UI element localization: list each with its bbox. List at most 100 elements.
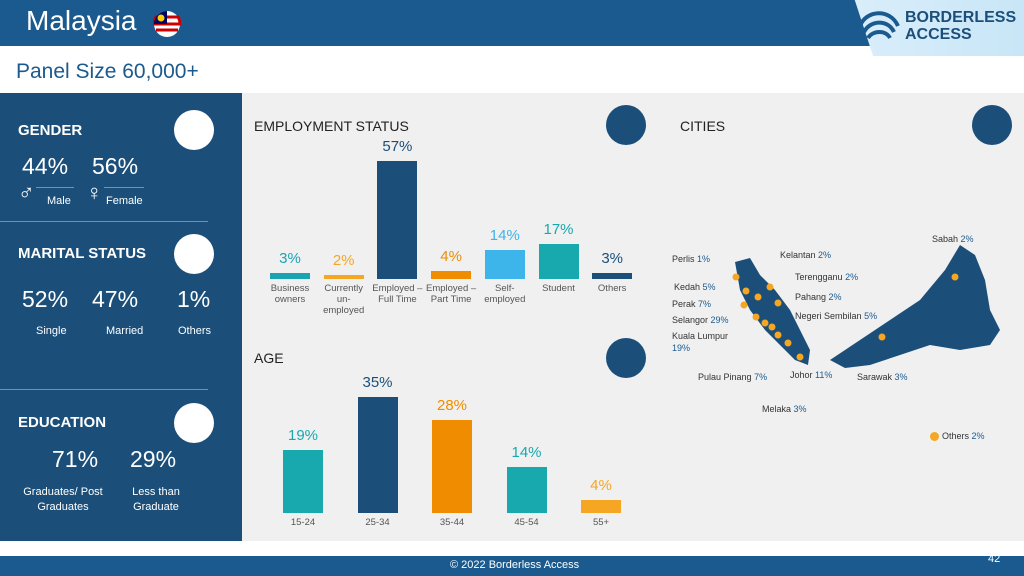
value-label: 3% (601, 249, 624, 267)
city-name: Perak (672, 299, 696, 309)
city-name: Others (942, 431, 970, 441)
stat-label: Graduates/ Post Graduates (23, 486, 103, 513)
icon (174, 234, 214, 274)
divider (0, 389, 208, 390)
bar (377, 161, 418, 279)
city-share: 5% (702, 282, 716, 292)
icon (972, 105, 1012, 145)
bar (592, 272, 633, 279)
city-share: 7% (754, 372, 768, 382)
female-symbol: ♀ (86, 180, 103, 205)
value-label: 57% (382, 138, 413, 155)
bar (484, 250, 525, 279)
city-name: Selangor (672, 315, 709, 325)
city-name: Pulau Pinang (698, 372, 752, 382)
stat: 52% (22, 286, 69, 312)
city-label: Kelantan 2% (780, 250, 831, 260)
category-label: Employed – Part Time (426, 283, 477, 305)
category-label: 45-54 (514, 517, 539, 528)
value-label: 2% (332, 251, 355, 269)
city-name: Perlis (672, 254, 695, 264)
value-label: 4% (440, 247, 462, 265)
map (732, 245, 1000, 368)
city-share: 2% (818, 250, 832, 260)
value-label: 14% (489, 227, 520, 245)
category-label: 55+ (592, 517, 610, 528)
city-label: Kedah 5% (674, 282, 716, 292)
city-name: Kedah (674, 282, 701, 292)
bar (270, 272, 310, 279)
value-label: 19% (287, 427, 319, 445)
city-name: Sabah (932, 234, 959, 244)
page-title: Malaysia (26, 5, 137, 36)
city-share: 3% (894, 372, 908, 382)
city-share: 11% (815, 370, 833, 380)
stat: 71% (52, 446, 99, 472)
city-label: Sabah 2% (932, 234, 974, 244)
category-label: 15-24 (290, 517, 316, 528)
bar (323, 274, 364, 279)
category-label: 25-34 (365, 517, 390, 528)
stat-label: Male (47, 195, 71, 207)
bar (506, 466, 547, 513)
stat: 56% (92, 153, 139, 179)
logo-text: BORDERLESS ACCESS (905, 9, 1017, 43)
chart-title: CITIES (680, 118, 726, 134)
city-label: Johor 11% (790, 370, 832, 380)
bar (581, 499, 621, 513)
city-label: Others 2% (942, 431, 985, 441)
chart-title: EMPLOYMENT STATUS (254, 118, 409, 134)
stat: 47% (92, 286, 139, 312)
stat-label: Less than Graduate (132, 486, 180, 513)
city-share: 19% (672, 343, 691, 353)
city-share: 3% (793, 404, 807, 414)
value-label: 17% (543, 220, 574, 238)
male-symbol: ♂ (18, 180, 35, 205)
value-label: 4% (590, 476, 612, 494)
city-label: Terengganu 2% (795, 272, 858, 282)
flag (153, 11, 181, 37)
stat-label: Others (178, 325, 212, 337)
city-share: 5% (864, 311, 878, 321)
bar (538, 243, 579, 279)
category-label: Student (542, 283, 575, 294)
footer-bar (0, 556, 1024, 576)
city-share: 7% (698, 299, 712, 309)
divider (36, 187, 74, 188)
divider (0, 221, 208, 222)
city-label: Perlis 1% (672, 254, 710, 264)
city-name: Pahang (795, 292, 827, 302)
city-name: Sarawak (857, 372, 893, 382)
city-label: Selangor 29% (672, 315, 729, 325)
city-share: 1% (697, 254, 711, 264)
city-name: Johor (790, 370, 813, 380)
stat-label: Female (106, 195, 143, 207)
bar (432, 420, 472, 513)
bar (283, 450, 323, 513)
stat-label: Single (36, 325, 67, 337)
logo-mark (858, 11, 900, 40)
city-name: Kelantan (780, 250, 816, 260)
icon (174, 110, 214, 150)
section-title: EDUCATION (18, 414, 107, 431)
value-label: 28% (436, 397, 468, 415)
city-label: Pahang 2% (795, 292, 842, 302)
city-label: Melaka 3% (762, 404, 807, 414)
page-number: 42 (988, 553, 1001, 565)
stat: 44% (22, 153, 69, 179)
city-name: Terengganu (795, 272, 843, 282)
stat: 29% (130, 446, 177, 472)
icon (606, 338, 646, 378)
value-label: 3% (279, 249, 301, 267)
stat-label: Married (106, 325, 144, 337)
copyright: © 2022 Borderless Access (450, 559, 580, 571)
icon (606, 105, 646, 145)
logo-bg (854, 0, 1024, 56)
city-name: Melaka (762, 404, 792, 414)
city-label: Perak 7% (672, 299, 711, 309)
city-name: Kuala Lumpur (672, 331, 729, 341)
bar (431, 270, 472, 279)
category-label: Self-employed (484, 283, 526, 305)
city-share: 2% (971, 431, 985, 441)
